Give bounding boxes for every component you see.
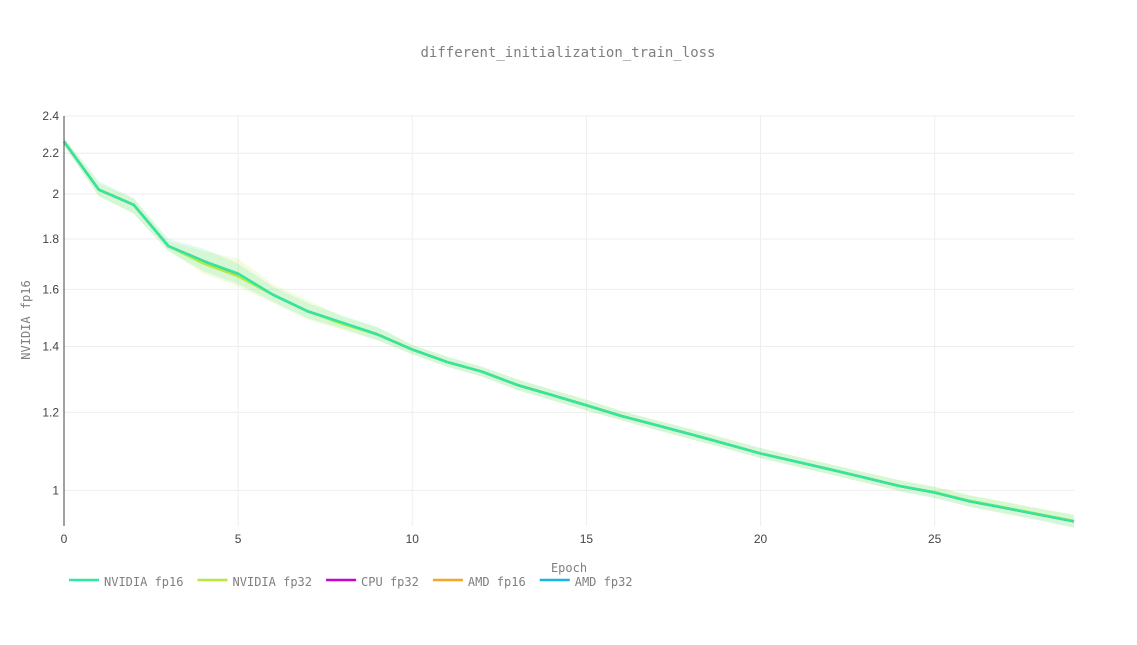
y-tick-label: 1.6 [42, 282, 59, 296]
x-axis-title: Epoch [551, 561, 587, 575]
y-tick-label: 1.2 [42, 405, 59, 419]
x-tick-label: 5 [235, 532, 242, 546]
y-tick-label: 1 [52, 483, 59, 497]
legend-label: NVIDIA fp32 [233, 575, 312, 589]
y-tick-label: 2 [52, 187, 59, 201]
x-tick-label: 15 [580, 532, 594, 546]
y-tick-label: 1.8 [42, 232, 59, 246]
legend-label: CPU fp32 [361, 575, 419, 589]
x-tick-label: 20 [754, 532, 768, 546]
legend-label: AMD fp32 [575, 575, 633, 589]
chart-title: different_initialization_train_loss [420, 45, 715, 61]
legend-item: CPU fp32 [326, 575, 419, 589]
y-tick-labels: 1 1.2 1.4 1.6 1.8 2 2.2 2.4 [42, 109, 59, 497]
series-line [63, 140, 1075, 523]
x-tick-label: 10 [406, 532, 420, 546]
y-tick-label: 2.2 [42, 146, 59, 160]
confidence-band [64, 137, 1074, 528]
confidence-bands [64, 137, 1074, 528]
legend: NVIDIA fp16 NVIDIA fp32 CPU fp32 AMD fp16 AM… [69, 575, 633, 589]
series-line [63, 140, 1075, 523]
x-tick-label: 0 [61, 532, 68, 546]
x-tick-labels: 0 5 10 15 20 25 [61, 532, 942, 546]
confidence-band [64, 137, 1074, 528]
x-tick-label: 25 [928, 532, 942, 546]
y-tick-label: 2.4 [42, 109, 59, 123]
series-lines [63, 140, 1075, 523]
legend-label: AMD fp16 [468, 575, 526, 589]
series-line [63, 140, 1075, 523]
legend-item: NVIDIA fp16 [69, 575, 183, 589]
legend-item: AMD fp16 [432, 575, 526, 589]
gridlines [64, 115, 1074, 526]
series-line [63, 140, 1075, 523]
legend-label: NVIDIA fp16 [104, 575, 183, 589]
legend-item: AMD fp32 [539, 575, 633, 589]
series-line [63, 140, 1075, 523]
y-tick-label: 1.4 [42, 339, 59, 353]
legend-item: NVIDIA fp32 [197, 575, 312, 589]
y-axis-title: NVIDIA fp16 [19, 280, 33, 359]
